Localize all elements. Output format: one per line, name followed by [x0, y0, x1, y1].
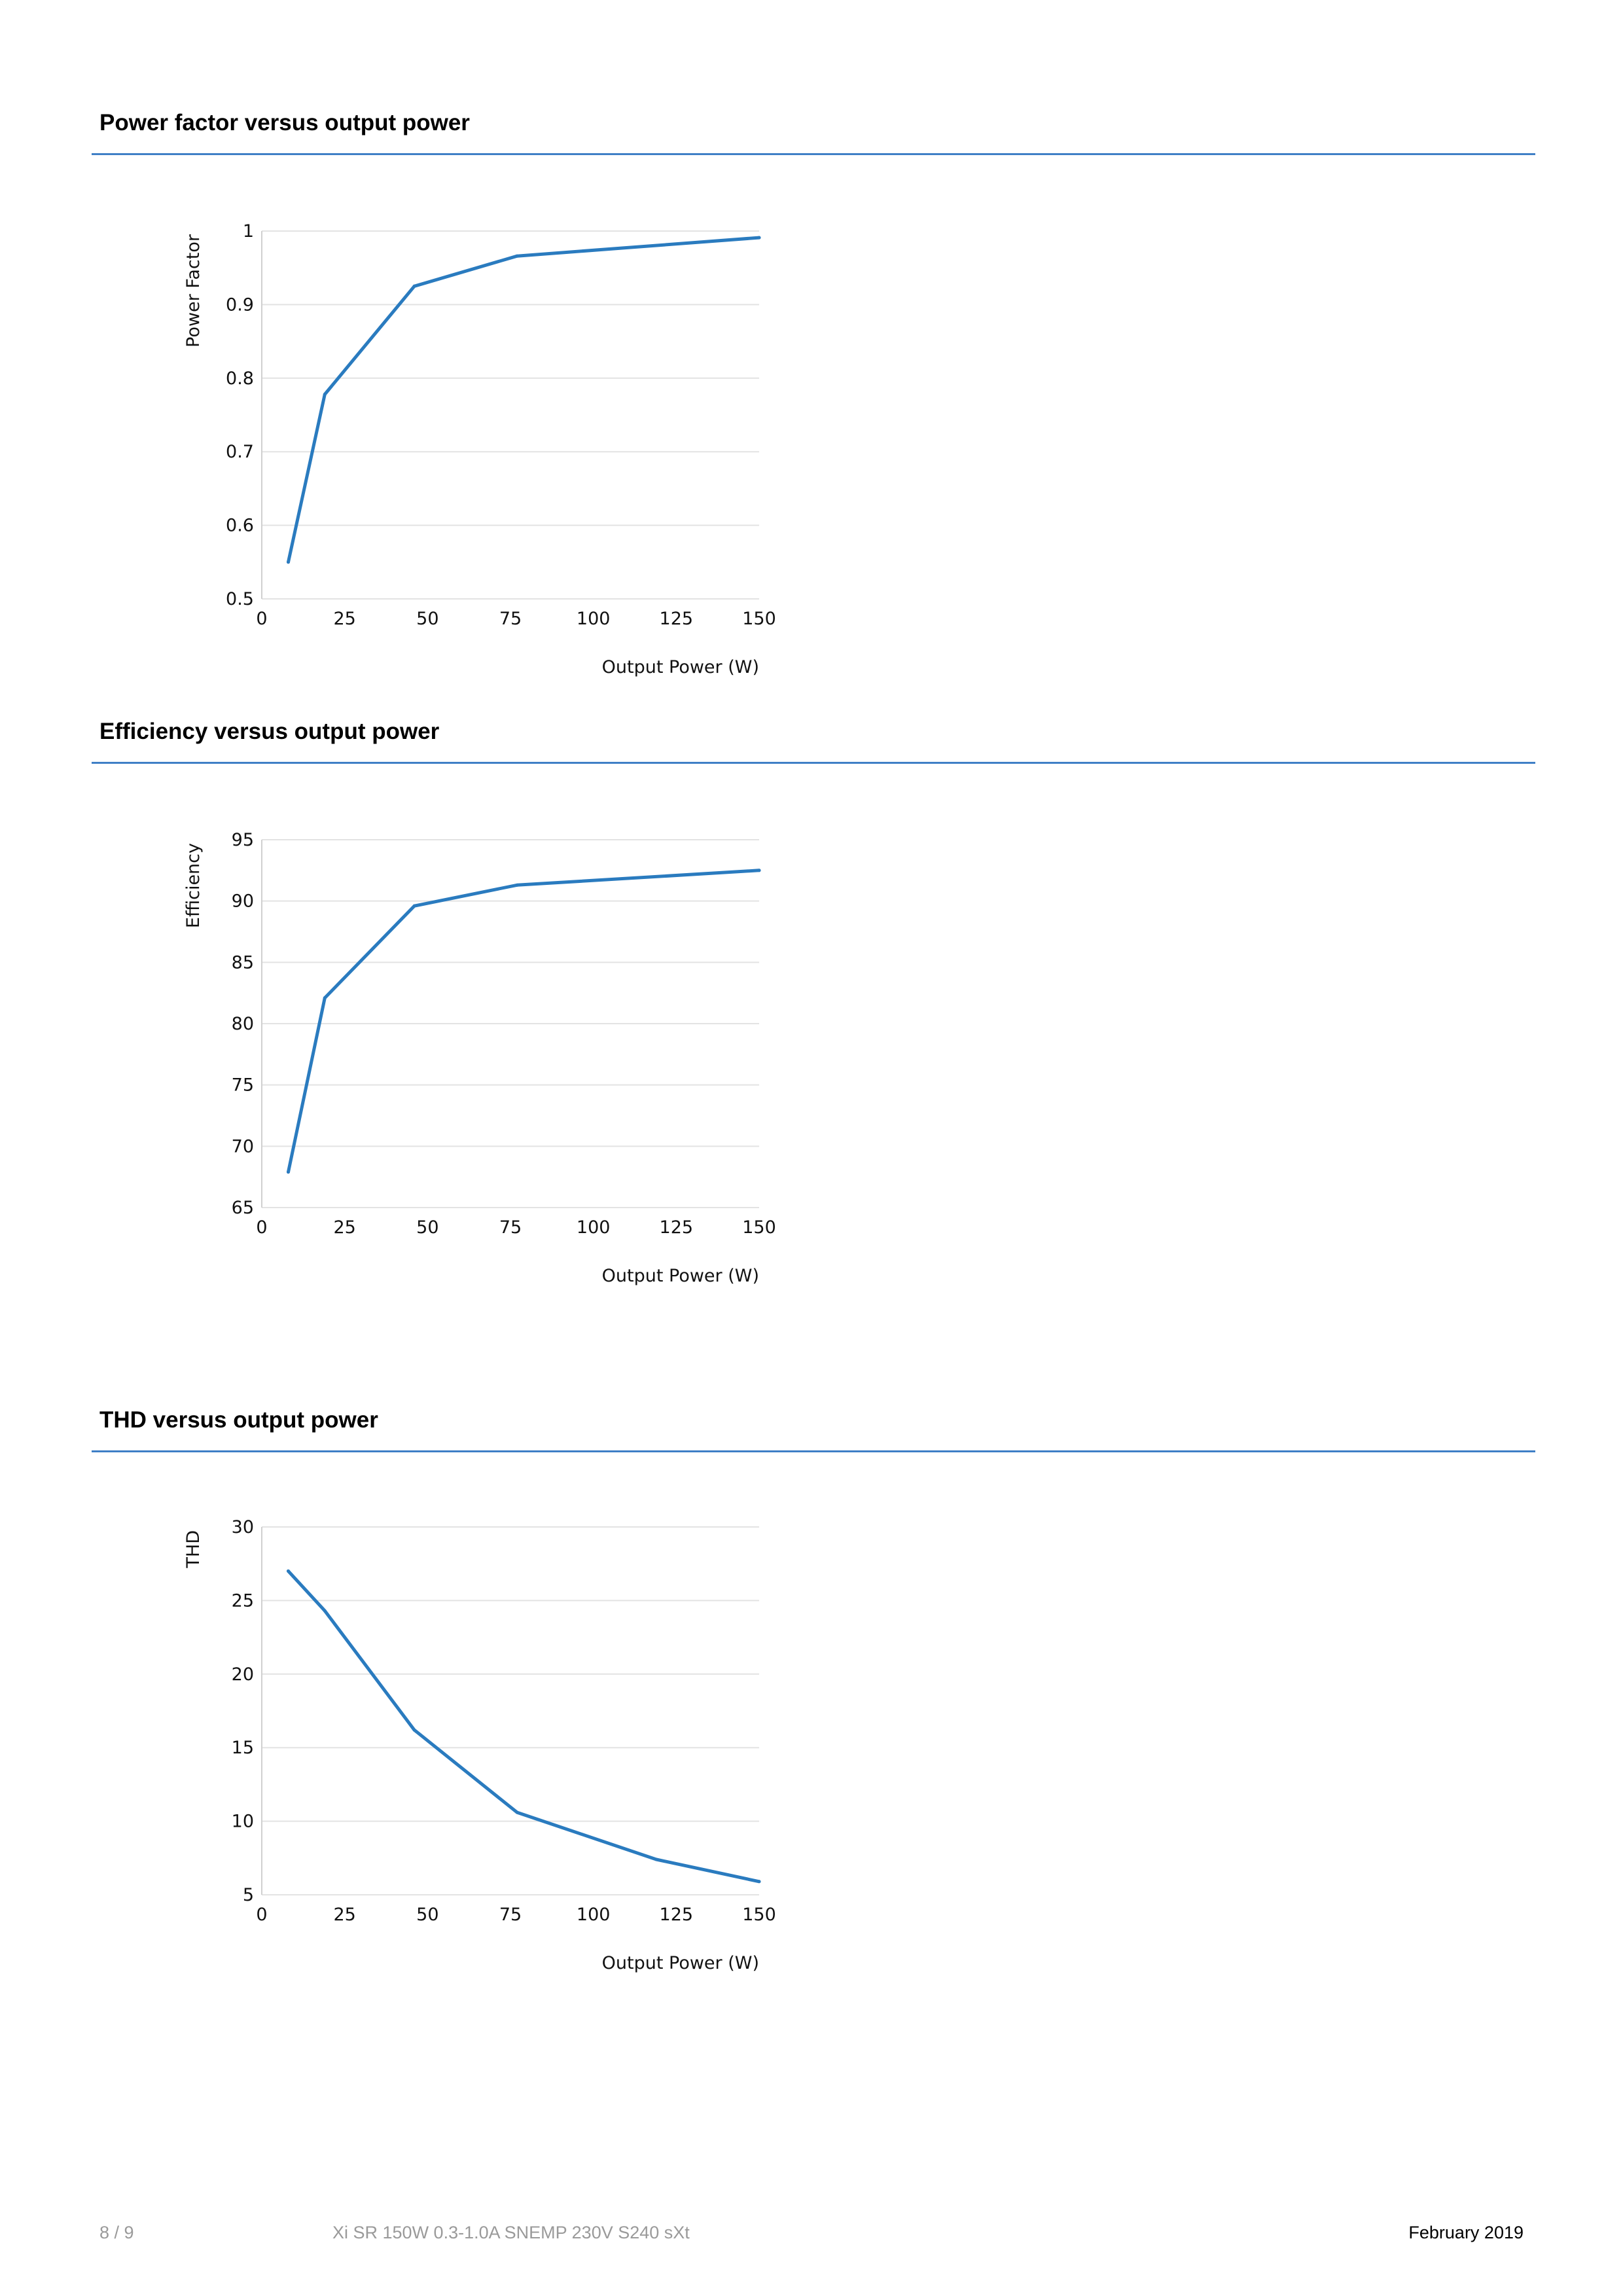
- y-tick-label: 20: [232, 1664, 254, 1685]
- y-tick-label: 1: [243, 221, 254, 242]
- document-date: February 2019: [1408, 2223, 1524, 2242]
- x-tick-label: 0: [256, 609, 267, 629]
- data-point: [323, 393, 327, 397]
- data-point: [323, 1609, 327, 1613]
- y-tick-label: 95: [232, 830, 254, 850]
- x-axis-title: Output Power (W): [602, 657, 759, 677]
- data-point: [515, 254, 519, 258]
- section-title-power-factor: Power factor versus output power: [99, 110, 470, 135]
- data-point: [287, 1569, 291, 1573]
- x-tick-label: 100: [577, 1905, 611, 1925]
- y-tick-label: 5: [243, 1885, 254, 1905]
- x-tick-label: 75: [499, 1905, 522, 1925]
- data-point: [654, 1857, 658, 1861]
- x-tick-label: 25: [333, 1905, 355, 1925]
- x-tick-label: 25: [333, 1217, 355, 1238]
- x-tick-label: 25: [333, 609, 355, 629]
- thd-chart: 30 25 20 15 10 50 25 50 75 100 125 150 Output Power …: [183, 1517, 776, 1973]
- x-tick-label: 100: [577, 1217, 611, 1238]
- x-tick-label: 0: [256, 1905, 267, 1925]
- x-tick-label: 50: [416, 609, 438, 629]
- page-number: 8 / 9: [99, 2223, 134, 2242]
- series-line: [287, 236, 761, 564]
- data-point: [412, 284, 416, 288]
- y-tick-label: 0.7: [226, 442, 254, 462]
- data-point: [757, 236, 761, 240]
- data-point: [515, 1810, 519, 1814]
- y-tick-label: 0.6: [226, 516, 254, 536]
- y-tick-label: 80: [232, 1014, 254, 1034]
- y-tick-label: 90: [232, 891, 254, 912]
- data-point: [412, 1728, 416, 1732]
- y-axis-title: Efficiency: [183, 843, 204, 928]
- y-tick-label: 15: [232, 1738, 254, 1758]
- x-tick-label: 125: [660, 1905, 694, 1925]
- section-divider: [92, 153, 1535, 155]
- power-factor-chart: 1 0.9 0.8 0.7 0.6 0.50 25 50 75 100 125 150 Output P…: [183, 221, 776, 677]
- y-tick-label: 0.9: [226, 295, 254, 315]
- y-tick-label: 75: [232, 1075, 254, 1096]
- x-axis-title: Output Power (W): [602, 1266, 759, 1286]
- data-point: [757, 1880, 761, 1884]
- y-tick-label: 30: [232, 1517, 254, 1537]
- data-point: [757, 869, 761, 872]
- data-point: [515, 883, 519, 887]
- x-tick-label: 125: [660, 1217, 694, 1238]
- x-tick-label: 150: [742, 609, 776, 629]
- section-title-efficiency: Efficiency versus output power: [99, 719, 440, 744]
- y-tick-label: 70: [232, 1136, 254, 1157]
- data-point: [287, 560, 291, 564]
- section-divider: [92, 762, 1535, 764]
- x-tick-label: 100: [577, 609, 611, 629]
- y-axis-title: THD: [183, 1530, 204, 1569]
- y-tick-label: 85: [232, 952, 254, 973]
- section-divider: [92, 1450, 1535, 1452]
- data-point: [323, 996, 327, 1000]
- x-tick-label: 150: [742, 1217, 776, 1238]
- series-line: [287, 1569, 761, 1884]
- section-title-thd: THD versus output power: [99, 1407, 378, 1433]
- y-tick-label: 0.8: [226, 368, 254, 389]
- efficiency-chart: 95 90 85 80 75 70 650 25 50 75 100 125 150 Output Pow…: [183, 830, 776, 1286]
- x-tick-label: 125: [660, 609, 694, 629]
- x-axis-title: Output Power (W): [602, 1953, 759, 1973]
- y-tick-label: 10: [232, 1812, 254, 1832]
- y-tick-label: 25: [232, 1590, 254, 1611]
- y-axis-title: Power Factor: [183, 234, 204, 348]
- product-name: Xi SR 150W 0.3-1.0A SNEMP 230V S240 sXt: [332, 2223, 690, 2242]
- y-tick-label: 65: [232, 1198, 254, 1218]
- x-tick-label: 75: [499, 1217, 522, 1238]
- x-tick-label: 50: [416, 1217, 438, 1238]
- x-tick-label: 50: [416, 1905, 438, 1925]
- x-tick-label: 150: [742, 1905, 776, 1925]
- y-tick-label: 0.5: [226, 589, 254, 609]
- data-point: [287, 1170, 291, 1174]
- x-tick-label: 0: [256, 1217, 267, 1238]
- series-line: [287, 869, 761, 1174]
- data-point: [412, 904, 416, 908]
- x-tick-label: 75: [499, 609, 522, 629]
